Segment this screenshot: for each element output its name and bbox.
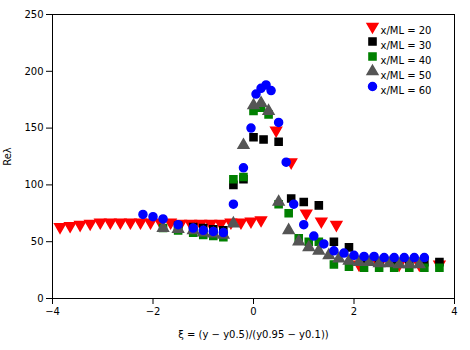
svg-text:250: 250 <box>24 9 43 20</box>
svg-text:x/ML = 50: x/ML = 50 <box>381 70 432 81</box>
svg-text:x/ML = 40: x/ML = 40 <box>381 55 432 66</box>
svg-text:100: 100 <box>24 179 43 190</box>
svg-text:200: 200 <box>24 66 43 77</box>
svg-text:x/ML = 60: x/ML = 60 <box>381 85 432 96</box>
svg-text:4: 4 <box>451 306 457 317</box>
svg-text:x/ML = 20: x/ML = 20 <box>381 25 432 36</box>
svg-text:ξ = (y − y0.5)/(y0.95 − y0.1)): ξ = (y − y0.5)/(y0.95 − y0.1)) <box>178 329 329 340</box>
svg-text:50: 50 <box>31 236 44 247</box>
svg-text:2: 2 <box>351 306 357 317</box>
svg-text:0: 0 <box>37 293 43 304</box>
svg-text:−4: −4 <box>45 306 60 317</box>
svg-text:150: 150 <box>24 122 43 133</box>
svg-text:Reλ: Reλ <box>2 147 13 166</box>
svg-text:−2: −2 <box>146 306 161 317</box>
svg-text:0: 0 <box>250 306 256 317</box>
svg-text:x/ML = 30: x/ML = 30 <box>381 40 432 51</box>
